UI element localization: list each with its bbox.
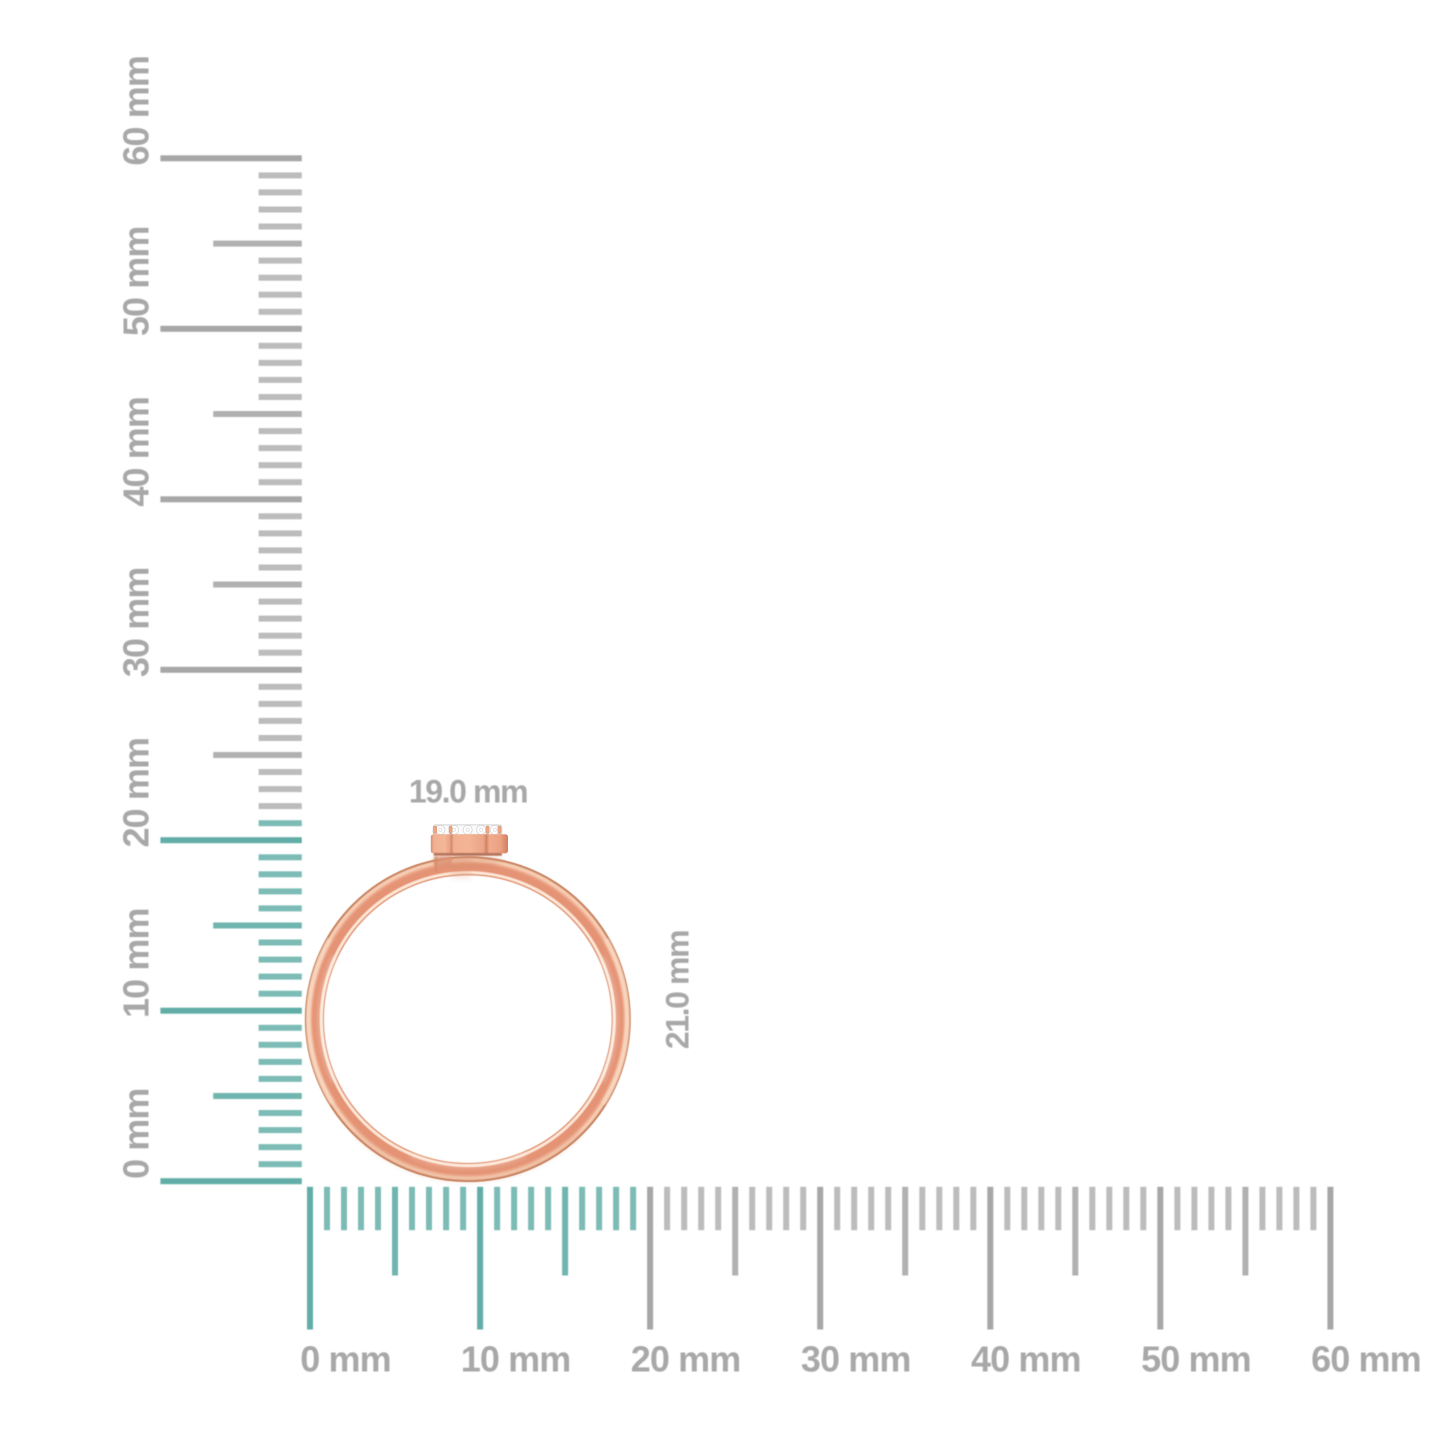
svg-text:20 mm: 20 mm <box>116 738 157 848</box>
svg-text:60 mm: 60 mm <box>116 56 157 166</box>
svg-text:30 mm: 30 mm <box>801 1339 911 1380</box>
svg-text:10 mm: 10 mm <box>461 1339 571 1380</box>
svg-text:30 mm: 30 mm <box>116 568 157 678</box>
svg-text:10 mm: 10 mm <box>116 908 157 1018</box>
svg-text:21.0 mm: 21.0 mm <box>660 931 696 1049</box>
svg-text:19.0 mm: 19.0 mm <box>409 774 527 810</box>
svg-text:0 mm: 0 mm <box>116 1088 157 1178</box>
svg-text:0 mm: 0 mm <box>300 1339 390 1380</box>
svg-text:50 mm: 50 mm <box>1141 1339 1251 1380</box>
svg-text:50 mm: 50 mm <box>116 227 157 337</box>
svg-text:40 mm: 40 mm <box>971 1339 1081 1380</box>
svg-text:40 mm: 40 mm <box>116 397 157 507</box>
svg-text:20 mm: 20 mm <box>631 1339 741 1380</box>
svg-text:60 mm: 60 mm <box>1311 1339 1421 1380</box>
